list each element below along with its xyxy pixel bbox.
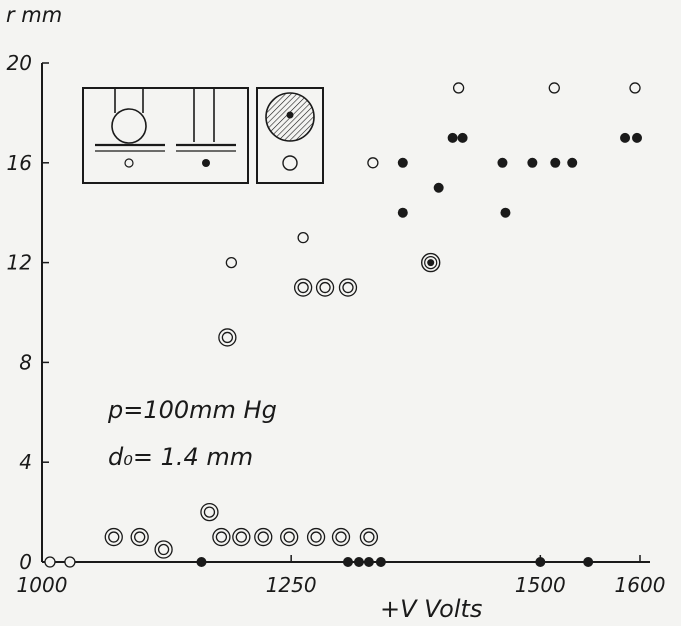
y-tick-label: 0 — [19, 550, 32, 574]
y-tick-label: 8 — [19, 350, 32, 374]
data-point-double — [359, 527, 379, 547]
data-point-double — [232, 527, 251, 547]
data-point-open — [44, 556, 56, 568]
x-tick-label: 1250 — [266, 573, 317, 597]
data-point-open — [452, 82, 465, 94]
data-point-filled — [397, 157, 408, 168]
data-point-filled — [583, 557, 594, 567]
data-point-double — [254, 527, 273, 547]
data-point-double — [331, 527, 351, 547]
data-point-double — [154, 540, 173, 559]
data-point-open — [548, 82, 560, 94]
x-axis-label: +V Volts — [380, 595, 482, 623]
data-point-open — [297, 231, 309, 244]
pressure-annotation: p=100mm Hg — [107, 396, 277, 424]
data-point-filled — [196, 557, 207, 567]
data-point-filled — [567, 157, 578, 168]
data-point-filled — [550, 157, 561, 168]
y-axis-label: r mm — [6, 3, 62, 27]
data-point-filled — [433, 182, 444, 193]
data-point-open — [225, 256, 238, 269]
electrode-inset — [82, 87, 324, 184]
data-point-double — [218, 328, 237, 347]
data-point-double — [104, 527, 123, 547]
data-point-filled — [620, 132, 631, 143]
data-point-ringed-filled — [421, 252, 441, 273]
axis-ticks: 0 4 8 12 16 20 1000 1250 1500 1600 — [7, 51, 666, 597]
y-tick-label: 4 — [19, 450, 32, 474]
data-point-filled — [457, 132, 468, 143]
y-tick-label: 20 — [7, 51, 32, 75]
data-point-open — [629, 82, 641, 94]
inset-panel-left — [82, 87, 249, 184]
data-point-filled — [363, 557, 374, 567]
data-point-filled — [353, 557, 364, 567]
x-tick-label: 1500 — [515, 573, 566, 597]
data-point-double — [338, 278, 358, 297]
data-point-filled — [500, 207, 511, 218]
diameter-annotation: d₀= 1.4 mm — [108, 443, 253, 471]
data-point-filled — [397, 207, 408, 218]
discharge-spot-icon — [265, 92, 315, 171]
y-tick-label: 12 — [7, 251, 32, 275]
data-point-double — [315, 278, 335, 297]
data-point-open — [367, 157, 379, 169]
x-tick-label: 1000 — [17, 573, 68, 597]
data-point-double — [280, 527, 299, 547]
data-point-filled — [375, 557, 386, 567]
data-point-double — [293, 278, 313, 297]
data-point-filled — [632, 132, 643, 143]
data-point-filled — [342, 557, 353, 567]
ball-electrode-icon — [95, 88, 165, 168]
data-point-double — [212, 527, 231, 547]
needle-electrode-icon — [176, 88, 236, 167]
data-point-double — [306, 527, 326, 547]
data-points — [44, 82, 643, 568]
inset-panel-right — [256, 87, 324, 184]
data-point-filled — [527, 157, 538, 168]
data-point-filled — [535, 557, 546, 567]
x-tick-label: 1600 — [615, 573, 666, 597]
data-point-double — [200, 502, 219, 522]
data-point-filled — [447, 132, 458, 143]
data-point-filled — [497, 157, 508, 168]
y-tick-label: 16 — [7, 151, 32, 175]
data-point-open — [64, 556, 76, 568]
data-point-double — [130, 527, 149, 547]
